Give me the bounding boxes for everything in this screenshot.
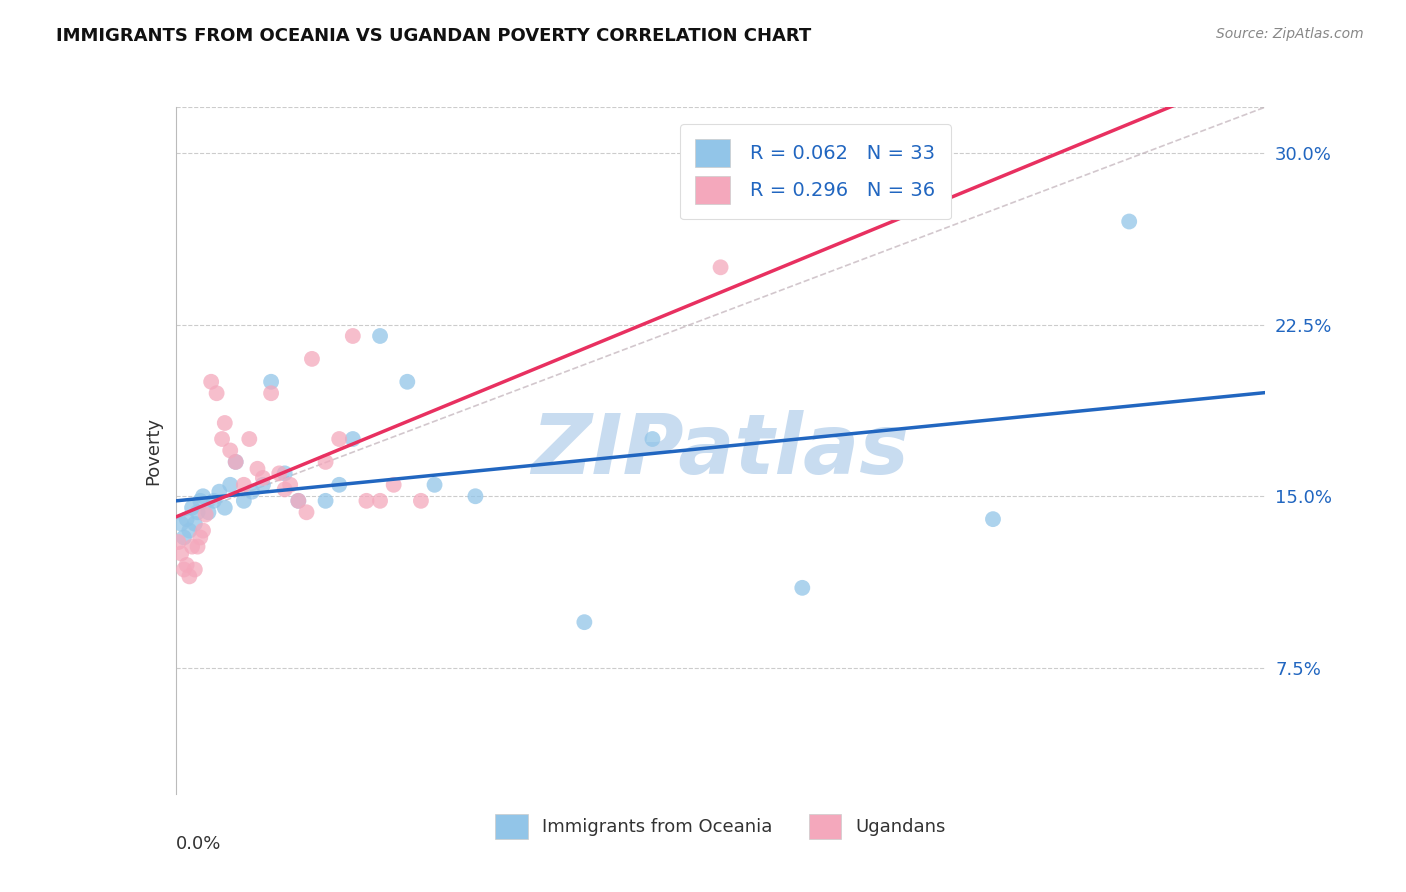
Point — [186, 505, 209, 519]
Point — [1118, 214, 1140, 228]
Point — [167, 535, 190, 549]
Point — [184, 516, 207, 531]
Text: IMMIGRANTS FROM OCEANIA VS UGANDAN POVERTY CORRELATION CHART: IMMIGRANTS FROM OCEANIA VS UGANDAN POVER… — [56, 27, 811, 45]
Point — [179, 569, 201, 583]
Point — [342, 329, 364, 343]
Point — [205, 386, 228, 401]
Point — [188, 531, 211, 545]
Point — [295, 505, 318, 519]
Point — [278, 478, 301, 492]
Point — [208, 484, 231, 499]
Point — [328, 478, 350, 492]
Point — [252, 478, 274, 492]
Point — [287, 493, 309, 508]
Point — [181, 540, 204, 554]
Point — [274, 483, 297, 497]
Point — [184, 562, 207, 576]
Point — [219, 478, 242, 492]
Point — [464, 489, 486, 503]
Point — [191, 489, 214, 503]
Point — [186, 540, 209, 554]
Point — [274, 467, 297, 481]
Point — [574, 615, 596, 630]
Point — [396, 375, 419, 389]
Point — [214, 416, 236, 430]
Point — [260, 375, 283, 389]
Point — [176, 512, 198, 526]
Point — [328, 432, 350, 446]
Point — [252, 471, 274, 485]
Point — [211, 432, 233, 446]
Point — [173, 562, 195, 576]
Point — [356, 493, 378, 508]
Point — [238, 432, 260, 446]
Point — [214, 500, 236, 515]
Point — [188, 493, 211, 508]
Point — [173, 531, 195, 545]
Point — [409, 493, 432, 508]
Point — [342, 432, 364, 446]
Point — [240, 484, 263, 499]
Point — [269, 467, 291, 481]
Text: ZIPatlas: ZIPatlas — [531, 410, 910, 491]
Point — [194, 508, 217, 522]
Point — [170, 546, 193, 561]
Point — [191, 524, 214, 538]
Point — [301, 351, 323, 366]
Point — [382, 478, 405, 492]
Point — [246, 462, 269, 476]
Point — [641, 432, 664, 446]
Point — [176, 558, 198, 572]
Point — [423, 478, 446, 492]
Point — [179, 524, 201, 538]
Point — [181, 500, 204, 515]
Point — [287, 493, 309, 508]
Point — [368, 493, 391, 508]
Text: 0.0%: 0.0% — [176, 835, 221, 853]
Point — [202, 493, 225, 508]
Point — [200, 375, 222, 389]
Point — [315, 455, 337, 469]
Point — [170, 516, 193, 531]
Y-axis label: Poverty: Poverty — [143, 417, 162, 484]
Point — [981, 512, 1004, 526]
Point — [710, 260, 733, 275]
Point — [225, 455, 247, 469]
Point — [232, 493, 254, 508]
Point — [197, 505, 219, 519]
Point — [368, 329, 391, 343]
Point — [232, 478, 254, 492]
Point — [315, 493, 337, 508]
Point — [225, 455, 247, 469]
Point — [792, 581, 814, 595]
Point — [260, 386, 283, 401]
Legend: Immigrants from Oceania, Ugandans: Immigrants from Oceania, Ugandans — [488, 806, 953, 847]
Text: Source: ZipAtlas.com: Source: ZipAtlas.com — [1216, 27, 1364, 41]
Point — [219, 443, 242, 458]
